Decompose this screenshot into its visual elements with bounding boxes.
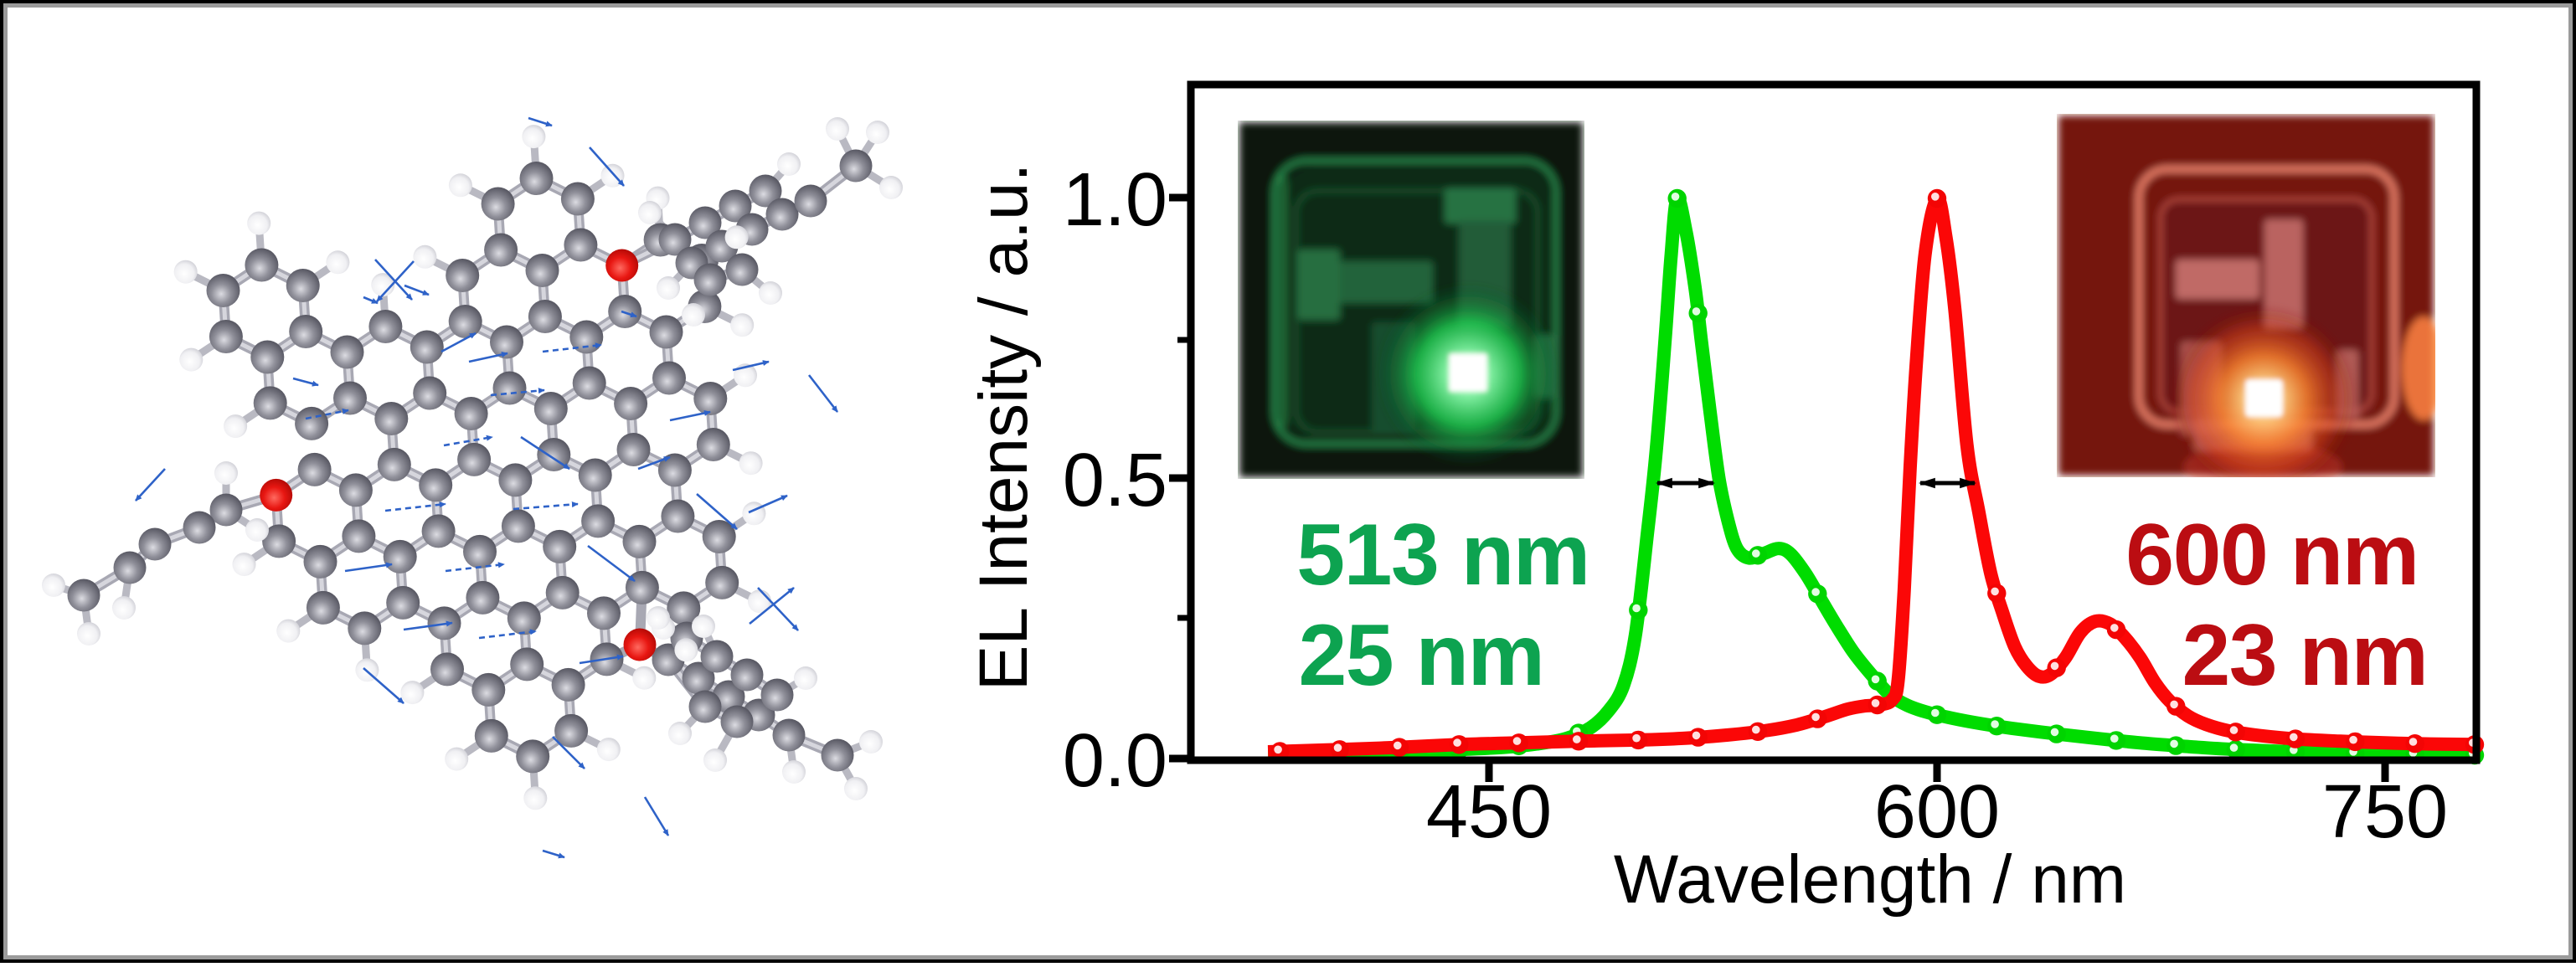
- svg-text:EL Intensity / a.u.: EL Intensity / a.u.: [966, 163, 1042, 692]
- svg-text:513 nm: 513 nm: [1296, 507, 1589, 604]
- svg-text:450: 450: [1426, 770, 1552, 854]
- svg-text:Wavelength / nm: Wavelength / nm: [1614, 841, 2126, 918]
- svg-text:23 nm: 23 nm: [2182, 607, 2427, 704]
- svg-text:0.0: 0.0: [1063, 719, 1167, 803]
- svg-text:1.0: 1.0: [1063, 158, 1167, 242]
- svg-text:0.5: 0.5: [1063, 439, 1167, 522]
- svg-text:25 nm: 25 nm: [1298, 607, 1543, 704]
- svg-text:600: 600: [1874, 770, 2000, 854]
- svg-text:750: 750: [2322, 770, 2448, 854]
- svg-text:600 nm: 600 nm: [2125, 507, 2418, 604]
